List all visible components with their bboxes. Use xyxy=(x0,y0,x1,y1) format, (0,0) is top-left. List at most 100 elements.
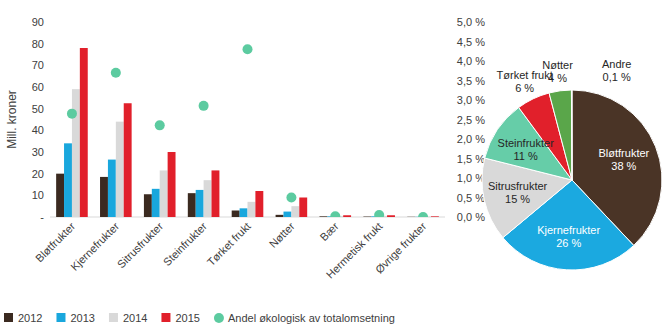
y-tick xyxy=(47,173,50,174)
y-tick-label: 90 xyxy=(32,16,44,28)
y2-tick-label: 3,0 % xyxy=(457,94,485,106)
y2-tick-label: 5,0 % xyxy=(457,16,485,28)
y-tick xyxy=(47,22,50,23)
bar xyxy=(387,215,395,217)
bar xyxy=(240,208,248,217)
y2-tick xyxy=(445,158,448,159)
bar xyxy=(80,48,88,217)
y-tick-label: 60 xyxy=(32,81,44,93)
x-tick-label: Nøtter xyxy=(267,220,297,250)
legend-swatch xyxy=(56,313,65,322)
bar xyxy=(319,216,327,217)
bar xyxy=(72,89,80,217)
x-tick-label: Hermetisk frukt xyxy=(324,220,385,281)
scatter-point xyxy=(243,44,253,54)
y2-tick xyxy=(445,217,448,218)
x-tick-label: Kjernefrukter xyxy=(68,220,121,273)
x-tick-label: Steinfrukter xyxy=(161,220,209,268)
legend-label: Andel økologisk av totalomsetning xyxy=(228,312,395,324)
legend-label: 2014 xyxy=(123,312,147,324)
bar xyxy=(56,174,64,217)
y-tick-label: - xyxy=(40,211,44,223)
scatter-point xyxy=(199,101,209,111)
y-tick-label: 80 xyxy=(32,38,44,50)
pie-value-label: 4 % xyxy=(548,72,567,84)
bar xyxy=(196,190,204,217)
x-tick-label: Tørket frukt xyxy=(205,220,253,268)
bar xyxy=(276,215,284,217)
y2-tick xyxy=(445,197,448,198)
bar xyxy=(100,177,108,217)
legend-label: 2015 xyxy=(175,312,199,324)
bar xyxy=(160,170,168,217)
x-tick-label: Øvrige frukter xyxy=(373,220,429,276)
scatter-point xyxy=(418,212,428,217)
pie-value-label: 0,1 % xyxy=(603,71,631,83)
bar xyxy=(248,202,256,217)
y2-tick xyxy=(445,119,448,120)
pie-value-label: 11 % xyxy=(514,150,538,162)
y2-tick xyxy=(445,41,448,42)
y-tick xyxy=(47,43,50,44)
bar xyxy=(168,152,176,217)
legend-label: 2012 xyxy=(18,312,42,324)
scatter-point xyxy=(330,211,340,217)
legend-marker xyxy=(214,313,224,323)
y-tick xyxy=(47,195,50,196)
pie-label: Andre xyxy=(602,58,631,70)
y2-tick xyxy=(445,61,448,62)
bar xyxy=(255,191,263,217)
y-axis-title: Mill. kroner xyxy=(5,90,19,149)
bar xyxy=(299,198,307,218)
bar xyxy=(232,211,240,218)
x-tick-label: Bløtfrukter xyxy=(33,220,78,265)
y-tick-label: 40 xyxy=(32,124,44,136)
bar xyxy=(108,160,116,217)
y2-tick xyxy=(445,178,448,179)
pie-label: Sitrusfrukter xyxy=(488,180,548,192)
pie-value-label: 6 % xyxy=(515,82,534,94)
legend-swatch xyxy=(4,313,13,322)
chart-canvas: -1020304050607080900,0 %0,5 %1,0 %1,5 %2… xyxy=(0,0,670,336)
y-tick-label: 20 xyxy=(32,168,44,180)
pie-value-label: 38 % xyxy=(611,160,636,172)
y-tick-label: 50 xyxy=(32,103,44,115)
bar xyxy=(188,193,196,217)
bar xyxy=(291,206,299,217)
pie-value-label: 15 % xyxy=(505,193,530,205)
scatter-point xyxy=(374,210,384,217)
bar xyxy=(204,180,212,217)
x-tick-label: Sitrusfrukter xyxy=(115,220,166,271)
scatter-point xyxy=(67,109,77,119)
y2-tick-label: 0,0 % xyxy=(457,211,485,223)
y-tick xyxy=(47,130,50,131)
pie-value-label: 26 % xyxy=(556,237,581,249)
bar xyxy=(64,143,72,217)
y-tick-label: 30 xyxy=(32,146,44,158)
y-tick xyxy=(47,217,50,218)
y-tick-label: 70 xyxy=(32,59,44,71)
y2-tick-label: 1,5 % xyxy=(457,153,485,165)
pie-label: Bløtfrukter xyxy=(598,147,649,159)
legend-label: 2013 xyxy=(70,312,94,324)
bar xyxy=(431,216,439,217)
pie xyxy=(482,90,662,270)
y2-tick-label: 1,0 % xyxy=(457,172,485,184)
pie-slice xyxy=(571,90,573,180)
y2-tick xyxy=(445,139,448,140)
scatter-point xyxy=(155,120,165,130)
bar xyxy=(152,189,160,217)
pie-label: Steinfrukter xyxy=(498,137,555,149)
pie-label: Nøtter xyxy=(542,59,573,71)
bar xyxy=(343,215,351,217)
y2-tick-label: 2,0 % xyxy=(457,133,485,145)
y-tick xyxy=(47,108,50,109)
y2-tick-label: 2,5 % xyxy=(457,114,485,126)
y2-tick-label: 4,5 % xyxy=(457,36,485,48)
y-tick xyxy=(47,152,50,153)
y2-tick xyxy=(445,80,448,81)
bar xyxy=(407,216,415,217)
y-tick-label: 10 xyxy=(32,189,44,201)
bar xyxy=(124,103,132,217)
y2-tick-label: 4,0 % xyxy=(457,55,485,67)
